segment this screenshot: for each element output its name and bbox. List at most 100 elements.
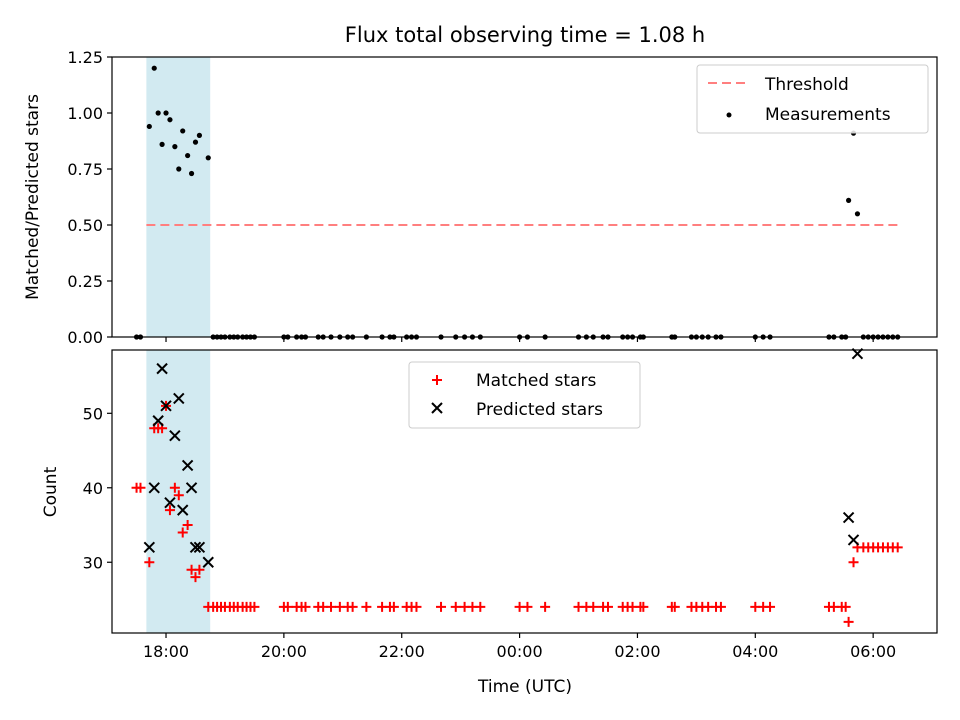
matched-star-point [388, 601, 399, 612]
measurement-point [205, 155, 211, 161]
predicted-star-points [143, 348, 864, 568]
x-tick-label: 20:00 [261, 642, 307, 661]
measurement-point [167, 117, 173, 123]
legend-predicted-label: Predicted stars [476, 400, 603, 420]
y-tick-label: 0.75 [67, 160, 103, 179]
matched-star-point [249, 601, 260, 612]
measurement-point [146, 123, 152, 130]
chart-title: Flux total observing time = 1.08 h [345, 23, 705, 47]
x-axis-label: Time (UTC) [477, 677, 572, 697]
measurement-point [151, 65, 157, 71]
matched-star-point [669, 601, 680, 612]
x-tick-label: 02:00 [614, 642, 660, 661]
matched-star-point [588, 601, 599, 612]
legend-predicted-swatch [431, 402, 443, 414]
matched-star-point [715, 601, 726, 612]
matched-star-point [892, 542, 903, 553]
matched-star-point [347, 601, 358, 612]
y-tick-label: 40 [83, 479, 103, 498]
y-tick-label: 0.00 [67, 328, 103, 347]
ratio-panel: 0.00 0.25 0.50 0.75 1.00 1.25 Matched/Predict… [23, 48, 938, 347]
y-tick-label: 1.25 [67, 48, 103, 67]
ratio-highlight-span [146, 57, 211, 337]
matched-star-points [131, 400, 903, 627]
measurement-point [188, 170, 195, 177]
count-plot-frame [111, 349, 938, 634]
matched-star-point [164, 505, 175, 516]
matched-star-point [840, 601, 851, 612]
predicted-star-point [173, 392, 185, 405]
count-x-axis: 18:00 20:00 22:00 00:00 02:00 04:00 06:00 [143, 633, 896, 661]
matched-star-point [436, 601, 447, 612]
ratio-plot-frame [111, 56, 938, 338]
matched-star-point [540, 601, 551, 612]
matched-star-point [765, 601, 776, 612]
y-tick-label: 0.25 [67, 272, 103, 291]
predicted-star-point [202, 556, 214, 568]
measurement-point [176, 166, 182, 172]
matched-star-point [135, 482, 146, 493]
predicted-star-point [164, 496, 176, 509]
matched-star-point [177, 527, 188, 538]
measurement-point [854, 211, 861, 217]
predicted-star-point [181, 459, 194, 472]
measurement-point [185, 152, 191, 159]
matched-star-point [522, 601, 533, 612]
matched-star-point [282, 601, 293, 612]
matched-star-point [326, 601, 337, 612]
y-tick-label: 30 [83, 553, 103, 572]
predicted-star-point [160, 400, 172, 412]
measurement-point [172, 144, 178, 150]
x-tick-label: 00:00 [497, 642, 543, 661]
measurement-point [155, 110, 161, 116]
count-legend: Matched stars Predicted stars [408, 361, 641, 429]
ratio-y-axis: 0.00 0.25 0.50 0.75 1.00 1.25 [67, 48, 112, 347]
ratio-legend-box [696, 64, 929, 134]
x-tick-label: 04:00 [732, 642, 778, 661]
predicted-star-point [847, 534, 860, 546]
legend-threshold-label: Threshold [764, 75, 849, 95]
matched-star-point [411, 601, 422, 612]
matched-star-point [602, 601, 613, 612]
predicted-star-point [148, 482, 160, 494]
matched-star-point [169, 482, 180, 493]
measurement-points [133, 65, 901, 340]
y-tick-label: 50 [83, 404, 103, 423]
matched-star-point [194, 564, 205, 575]
matched-star-point [144, 557, 155, 568]
legend-matched-swatch [432, 375, 442, 385]
measurement-point [159, 141, 165, 147]
count-y-axis: 30 40 50 [83, 404, 112, 572]
x-tick-label: 06:00 [850, 642, 896, 661]
legend-measurement-label: Measurements [765, 105, 891, 125]
predicted-star-point [156, 362, 168, 375]
legend-matched-label: Matched stars [476, 371, 596, 391]
predicted-star-point [152, 415, 164, 427]
predicted-star-point [193, 541, 206, 554]
matched-star-point [843, 616, 854, 627]
ratio-legend: Threshold Measurements [696, 64, 929, 134]
legend-measurement-swatch [726, 112, 732, 118]
matched-star-point [475, 601, 486, 612]
measurement-point [192, 139, 199, 145]
matched-star-point [190, 572, 201, 583]
matched-star-point [450, 601, 461, 612]
predicted-star-point [185, 482, 198, 494]
matched-star-point [182, 520, 193, 531]
matched-star-point [638, 601, 649, 612]
count-y-label: Count [41, 466, 61, 517]
y-tick-label: 1.00 [67, 104, 103, 123]
matched-star-point [173, 490, 184, 501]
predicted-star-point [177, 504, 189, 516]
measurement-point [196, 132, 203, 138]
ratio-x-ticks [165, 337, 874, 342]
matched-star-point [361, 601, 372, 612]
matched-star-point [300, 601, 311, 612]
predicted-star-point [189, 541, 202, 554]
predicted-star-point [143, 541, 156, 554]
measurement-point [180, 128, 186, 134]
count-legend-box [408, 361, 641, 429]
ratio-y-label: Matched/Predicted stars [23, 94, 43, 300]
count-panel: 30 40 50 18:00 20:00 22:00 00:00 02:00 04:00 06:… [41, 348, 938, 697]
